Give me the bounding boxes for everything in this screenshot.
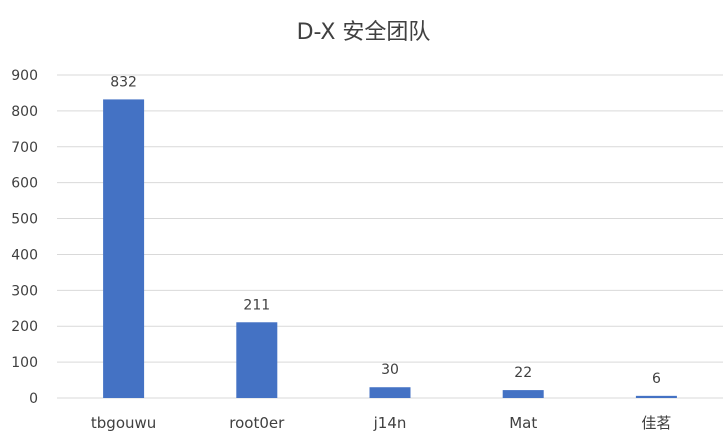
data-label: 22 — [514, 365, 532, 381]
y-tick-label: 0 — [29, 391, 38, 407]
bar-4 — [635, 395, 677, 398]
y-axis-ticks: 0 100 200 300 400 500 600 700 800 900 — [11, 68, 38, 407]
x-tick-label: tbgouwu — [91, 414, 156, 432]
chart-title: D-X 安全团队 — [296, 20, 431, 45]
data-label-layer: 832 211 30 22 6 — [110, 74, 661, 386]
bar-layer — [103, 99, 677, 398]
y-tick-label: 900 — [11, 68, 38, 84]
bar-0 — [103, 99, 145, 398]
x-tick-label: j14n — [373, 414, 407, 432]
y-tick-label: 300 — [11, 283, 38, 299]
data-label: 6 — [652, 371, 661, 387]
y-tick-label: 800 — [11, 104, 38, 120]
y-tick-label: 200 — [11, 319, 38, 335]
x-axis-ticks: tbgouwu root0er j14n Mat 佳茗 — [91, 414, 672, 432]
y-tick-label: 400 — [11, 247, 38, 263]
bar-3 — [502, 390, 544, 398]
y-tick-label: 700 — [11, 140, 38, 156]
grid-layer — [57, 74, 723, 399]
data-label: 832 — [110, 74, 137, 90]
bar-2 — [369, 387, 411, 398]
y-tick-label: 500 — [11, 212, 38, 228]
data-label: 30 — [381, 362, 399, 378]
x-tick-label: Mat — [509, 414, 537, 432]
x-tick-label: 佳茗 — [641, 414, 671, 432]
y-tick-label: 600 — [11, 176, 38, 192]
data-label: 211 — [243, 297, 270, 313]
x-tick-label: root0er — [229, 414, 285, 432]
bar-1 — [236, 322, 278, 398]
y-tick-label: 100 — [11, 355, 38, 371]
